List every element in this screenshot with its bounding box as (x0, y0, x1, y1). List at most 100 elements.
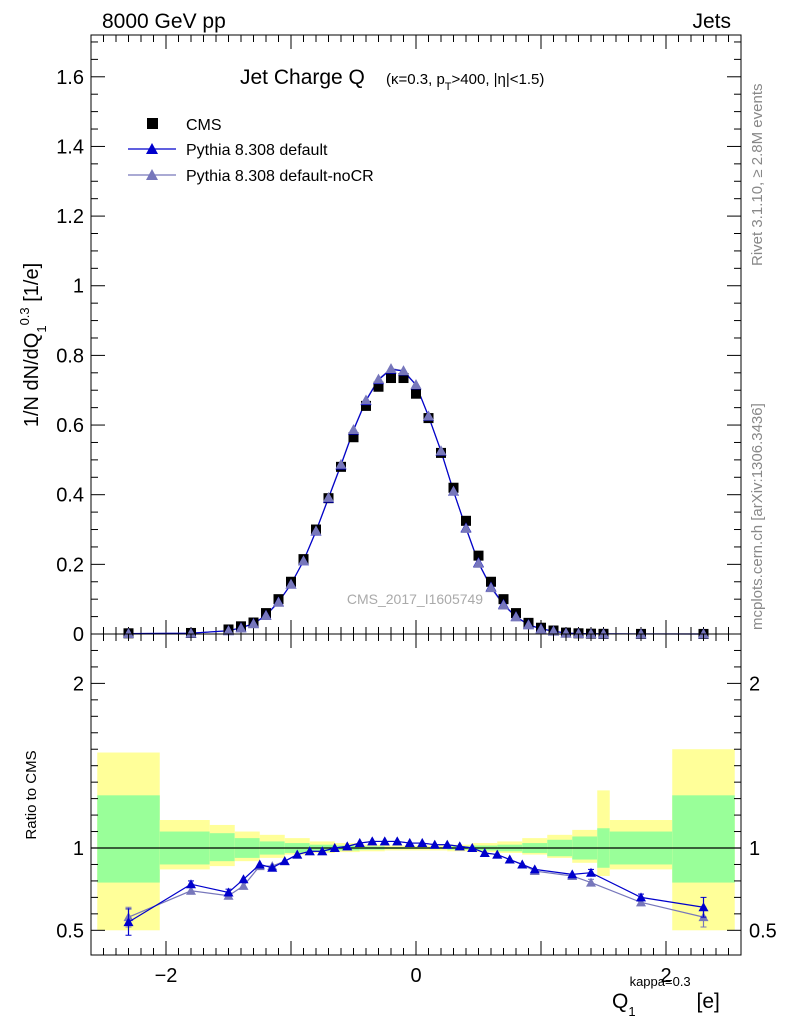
ratio-point (292, 849, 303, 859)
ratio-point (279, 856, 290, 866)
ratio-y-tick-label: 1 (73, 838, 84, 860)
legend-marker-nocr (146, 169, 158, 180)
cms-point (348, 432, 359, 443)
mc-point (298, 555, 309, 566)
mc-point (398, 365, 409, 376)
y-tick-label: 1.6 (56, 67, 84, 89)
ratio-point (567, 869, 578, 879)
mc-point (285, 578, 297, 589)
ratio-point (698, 902, 709, 912)
mc-point (335, 458, 347, 469)
y-tick-label: 1.2 (56, 206, 84, 228)
mc-point (535, 623, 547, 634)
cms-point (411, 388, 421, 399)
mc-point (448, 485, 459, 496)
y-tick-label: 0.6 (56, 415, 84, 437)
y-tick-label: 0 (73, 624, 84, 646)
mc-point (573, 628, 584, 638)
mc-point (698, 628, 709, 639)
y-tick-label: 1 (73, 276, 84, 298)
ratio-point (636, 892, 646, 902)
mc-point (635, 628, 647, 639)
x-tick-label: 2 (660, 965, 671, 987)
mcplots-label: mcplots.cern.ch [arXiv:1306.3436] (749, 403, 766, 630)
y-tick-label: 1.4 (56, 136, 84, 158)
mc-point (260, 610, 272, 620)
main-ylabel: 1/N dN/dQ10.3 [1/e] (17, 263, 49, 427)
mc-point (123, 628, 134, 638)
ratio-point (442, 839, 453, 849)
rivet-label: Rivet 3.1.10, ≥ 2.8M events (749, 84, 766, 267)
ratio-point (586, 877, 596, 887)
ratio-point (529, 864, 540, 874)
x-tick-label: −2 (155, 965, 178, 987)
ratio-point (317, 846, 328, 856)
ratio-y-tick-label-right: 0.5 (749, 920, 777, 942)
mc-point (373, 373, 384, 384)
ratio-point (392, 836, 403, 846)
ratio-point (367, 836, 378, 846)
ratio-point (517, 859, 528, 869)
ratio-point (123, 917, 134, 927)
mc-point (498, 599, 509, 610)
legend-label-cms: CMS (186, 117, 222, 134)
mc-point (435, 445, 447, 456)
mc-point (235, 622, 247, 633)
legend-marker-default (146, 143, 158, 154)
ratio-point (454, 841, 465, 851)
mc-point (523, 619, 534, 630)
ratio-point (504, 854, 515, 864)
ratio-point (479, 847, 490, 857)
mc-point (248, 618, 259, 629)
stat-band (209, 833, 235, 862)
legend-label-default: Pythia 8.308 default (186, 142, 328, 159)
ratio-ylabel: Ratio to CMS (23, 750, 40, 839)
mc-point (410, 379, 422, 390)
ratio-point (304, 846, 315, 856)
mc-point (360, 394, 372, 405)
ratio-y-tick-label: 2 (73, 673, 84, 695)
cms-point (386, 373, 396, 384)
mc-point (348, 424, 359, 434)
mc-point (310, 525, 322, 536)
ratio-point (267, 862, 278, 872)
main-panel: 0 0.2 0.4 0.6 0.8 1 1.2 1.4 1.6 (56, 34, 742, 646)
mc-point (185, 627, 197, 638)
ratio-point (492, 849, 503, 859)
mc-point (273, 596, 284, 607)
process-label: Jets (692, 10, 731, 33)
mc-point (485, 582, 497, 593)
y-tick-label: 0.4 (56, 485, 84, 507)
legend-marker-cms (147, 118, 158, 129)
mc-point (548, 625, 559, 636)
mc-point (423, 410, 434, 421)
xlabel: Q1kappa=0.3 [e] (612, 974, 720, 1019)
legend-label-nocr: Pythia 8.308 default-noCR (186, 168, 374, 185)
ratio-point (238, 880, 249, 890)
ratio-point (417, 838, 428, 848)
ratio-panel: −2 0 2 0.5 0.5 1 1 2 2 (56, 633, 777, 987)
mc-point (510, 611, 522, 622)
mc-point (598, 628, 609, 639)
cms-point (398, 373, 409, 384)
ratio-point (223, 887, 234, 897)
mc-point (385, 363, 397, 374)
ratio-y-tick-label-right: 1 (749, 838, 760, 860)
x-tick-label: 0 (410, 965, 421, 987)
ratio-point (186, 885, 196, 895)
y-tick-label: 0.2 (56, 554, 84, 576)
ratio-point (329, 843, 340, 852)
mc-point (323, 491, 334, 502)
ratio-point (354, 838, 365, 848)
mc-point (223, 625, 234, 636)
ratio-frame (90, 633, 742, 956)
cms-point (361, 400, 371, 411)
stat-band (672, 795, 735, 883)
mc-point (473, 557, 484, 568)
chart-title: Jet Charge Q (240, 66, 365, 89)
ratio-y-tick-label: 0.5 (56, 920, 84, 942)
mc-point (460, 522, 472, 533)
ratio-point (586, 867, 596, 877)
cms-point (461, 515, 471, 526)
